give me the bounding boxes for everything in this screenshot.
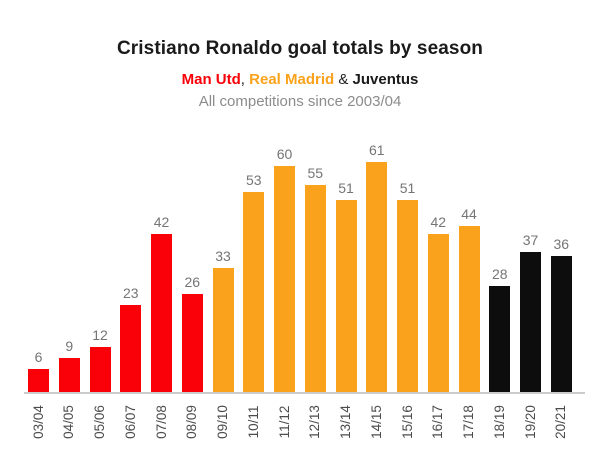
bar-20-21 bbox=[550, 256, 572, 392]
x-tick-label: 17/18 bbox=[461, 405, 476, 439]
value-label: 42 bbox=[430, 213, 447, 230]
value-label: 42 bbox=[153, 213, 170, 230]
bar-18-19 bbox=[489, 286, 511, 392]
chart-title: Cristiano Ronaldo goal totals by season bbox=[116, 38, 483, 59]
subtitle-team-man-utd: Man Utd bbox=[181, 71, 241, 88]
bar-11-12 bbox=[274, 165, 295, 392]
x-tick-label: 16/17 bbox=[430, 405, 446, 439]
value-label: 53 bbox=[245, 172, 262, 189]
x-tick-label: 06/07 bbox=[122, 405, 138, 439]
value-label: 61 bbox=[368, 142, 385, 158]
x-tick-label: 05/06 bbox=[92, 405, 107, 439]
bar-19-20 bbox=[520, 252, 541, 392]
bar-03-04 bbox=[28, 369, 49, 392]
bar-17-18 bbox=[458, 226, 480, 392]
subtitle-separator: , bbox=[240, 71, 250, 88]
x-tick-label: 18/19 bbox=[491, 405, 507, 439]
bar-06-07 bbox=[120, 305, 142, 392]
chart-note: All competitions since 2003/04 bbox=[198, 93, 402, 110]
bar-14-15 bbox=[366, 162, 388, 392]
value-label: 36 bbox=[553, 236, 570, 253]
bar-05-06 bbox=[89, 346, 111, 392]
bar-13-14 bbox=[335, 199, 357, 392]
x-tick-label: 15/16 bbox=[399, 405, 415, 439]
value-label: 44 bbox=[461, 206, 477, 223]
x-tick-label: 09/10 bbox=[215, 405, 230, 439]
x-tick-label: 14/15 bbox=[368, 405, 384, 439]
bar-08-09 bbox=[181, 293, 203, 392]
value-label: 12 bbox=[92, 326, 108, 343]
bar-10-11 bbox=[243, 192, 265, 392]
bar-07-08 bbox=[151, 233, 172, 392]
value-label: 33 bbox=[215, 247, 231, 264]
value-label: 51 bbox=[338, 179, 354, 196]
bar-15-16 bbox=[397, 199, 418, 392]
value-label: 23 bbox=[122, 285, 139, 302]
x-tick-label: 08/09 bbox=[184, 405, 200, 439]
bar-09-10 bbox=[212, 267, 234, 392]
subtitle-team-juventus: Juventus bbox=[352, 71, 419, 88]
x-tick-label: 12/13 bbox=[307, 405, 323, 439]
x-axis-line bbox=[24, 392, 585, 394]
value-label: 51 bbox=[399, 179, 416, 196]
subtitle-ampersand: & bbox=[334, 71, 353, 88]
x-tick-label: 20/21 bbox=[553, 405, 569, 439]
x-tick-label: 19/20 bbox=[522, 405, 538, 439]
value-label: 60 bbox=[276, 145, 293, 162]
value-label: 26 bbox=[184, 273, 201, 290]
value-label: 37 bbox=[522, 232, 539, 249]
x-tick-label: 04/05 bbox=[61, 405, 77, 439]
x-tick-label: 10/11 bbox=[245, 405, 261, 439]
x-tick-label: 07/08 bbox=[153, 405, 169, 439]
bar-12-13 bbox=[304, 184, 326, 392]
x-tick-label: 03/04 bbox=[30, 405, 46, 439]
value-label: 9 bbox=[65, 338, 74, 355]
x-tick-label: 11/12 bbox=[276, 405, 292, 439]
bar-16-17 bbox=[427, 233, 449, 392]
x-tick-label: 13/14 bbox=[338, 405, 353, 439]
bar-04-05 bbox=[58, 358, 80, 392]
value-label: 28 bbox=[491, 266, 508, 283]
value-label: 6 bbox=[34, 349, 43, 366]
subtitle-team-real-madrid: Real Madrid bbox=[249, 71, 335, 88]
value-label: 55 bbox=[307, 164, 324, 181]
chart-subtitle: Man Utd, Real Madrid & Juventus bbox=[0, 71, 600, 88]
